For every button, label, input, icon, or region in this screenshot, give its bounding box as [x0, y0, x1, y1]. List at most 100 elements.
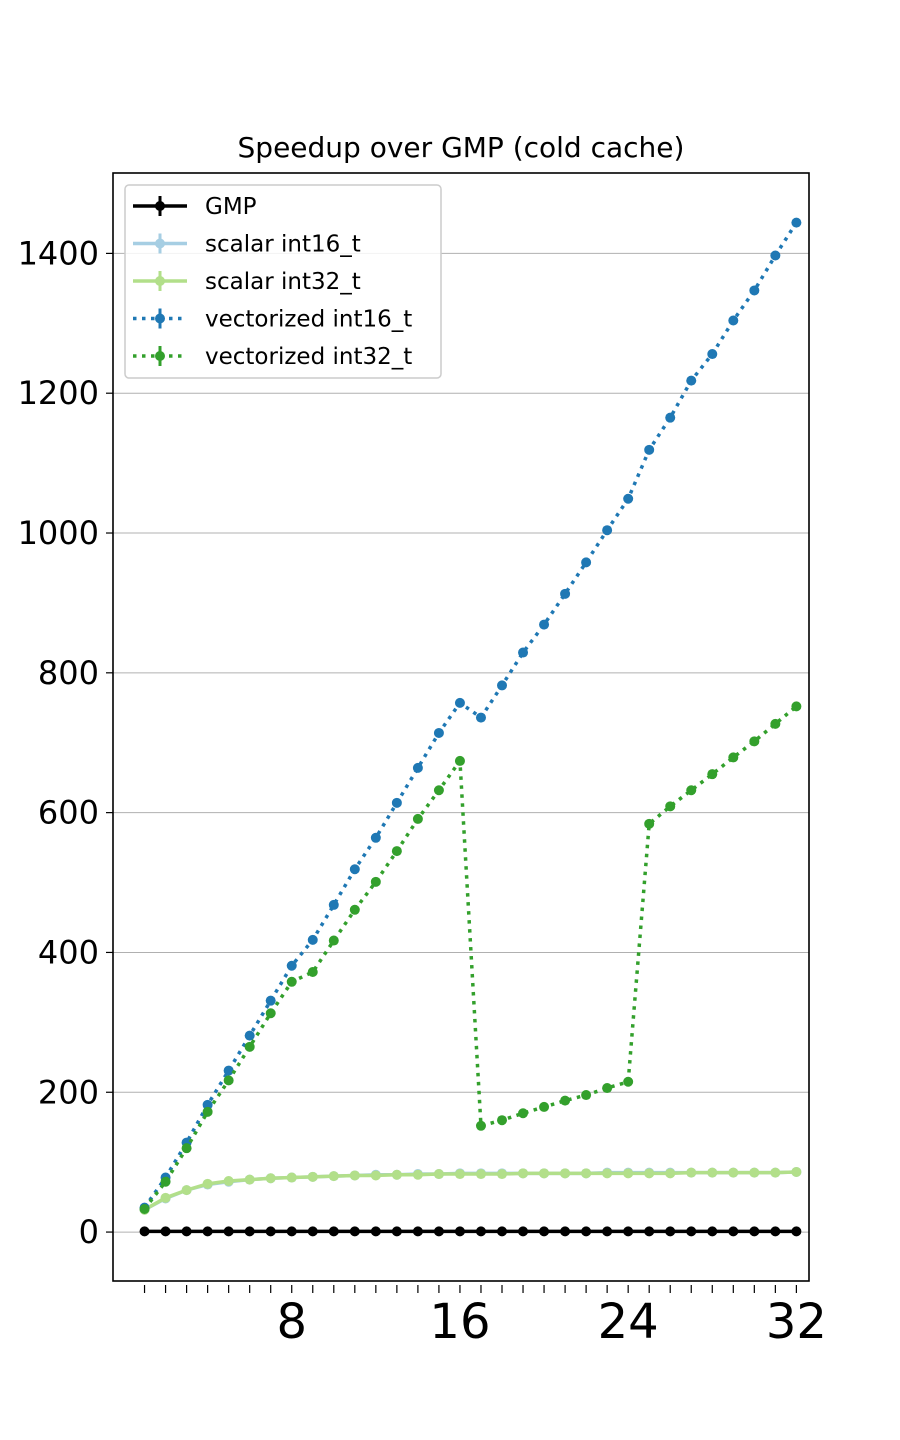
data-point — [475, 1120, 486, 1131]
legend-label: scalar int32_t — [205, 269, 361, 295]
data-point — [770, 718, 781, 729]
data-point — [244, 1030, 255, 1041]
data-point — [686, 1167, 697, 1178]
data-point — [497, 680, 508, 691]
x-tick-label: 32 — [766, 1294, 827, 1350]
series-vectorized-int16_t — [139, 217, 802, 1213]
data-point — [602, 525, 613, 536]
data-point — [560, 1168, 571, 1179]
data-point — [349, 904, 360, 915]
data-point — [728, 315, 739, 326]
data-point — [791, 1226, 802, 1237]
data-point — [328, 935, 339, 946]
data-point — [454, 755, 465, 766]
data-point — [412, 1169, 423, 1180]
data-point — [497, 1226, 508, 1237]
legend-label: scalar int16_t — [205, 232, 361, 258]
data-point — [539, 619, 550, 630]
data-point — [560, 588, 571, 599]
data-point — [181, 1226, 192, 1237]
y-tick-label: 1200 — [18, 374, 99, 412]
data-point — [370, 1226, 381, 1237]
data-point — [454, 1169, 465, 1180]
data-point — [644, 1168, 655, 1179]
data-point — [454, 1226, 465, 1237]
data-point — [728, 1167, 739, 1178]
data-point — [770, 1226, 781, 1237]
data-point — [265, 1173, 276, 1184]
data-point — [791, 217, 802, 228]
data-point — [791, 1166, 802, 1177]
data-point — [665, 412, 676, 423]
x-tick-label: 16 — [429, 1294, 490, 1350]
data-point — [328, 1226, 339, 1237]
data-point — [286, 1172, 297, 1183]
data-point — [202, 1099, 213, 1110]
data-point — [518, 1226, 529, 1237]
data-point — [518, 1168, 529, 1179]
data-point — [433, 785, 444, 796]
data-point — [160, 1192, 171, 1203]
data-point — [665, 1168, 676, 1179]
data-point — [539, 1226, 550, 1237]
data-point — [707, 349, 718, 360]
y-tick-label: 400 — [38, 933, 99, 971]
data-point — [328, 899, 339, 910]
data-point — [539, 1168, 550, 1179]
data-point — [560, 1095, 571, 1106]
data-point — [307, 1171, 318, 1182]
data-point — [665, 1226, 676, 1237]
data-point — [244, 1174, 255, 1185]
y-tick-label: 600 — [38, 794, 99, 832]
data-point — [475, 712, 486, 723]
data-point — [749, 1167, 760, 1178]
data-point — [307, 934, 318, 945]
x-tick-label: 8 — [276, 1294, 307, 1350]
data-point — [539, 1101, 550, 1112]
data-point — [223, 1065, 234, 1076]
data-point — [265, 1008, 276, 1019]
data-point — [160, 1226, 171, 1237]
series-line — [143, 1170, 797, 1212]
data-point — [349, 1170, 360, 1181]
series-vectorized-int32_t — [139, 701, 802, 1214]
y-tick-label: 1400 — [18, 234, 99, 272]
data-point — [686, 375, 697, 386]
data-point — [623, 1076, 634, 1087]
plot-frame — [112, 172, 810, 1282]
data-point — [686, 785, 697, 796]
y-tick-label: 200 — [38, 1073, 99, 1111]
data-point — [370, 832, 381, 843]
data-point — [602, 1226, 613, 1237]
data-point — [370, 1170, 381, 1181]
data-point — [244, 1041, 255, 1052]
data-point — [728, 1226, 739, 1237]
data-point — [749, 736, 760, 747]
data-point — [202, 1226, 213, 1237]
series-line — [143, 1170, 797, 1212]
data-point — [181, 1143, 192, 1154]
legend-marker — [155, 201, 165, 211]
data-point — [707, 769, 718, 780]
legend-marker — [155, 238, 165, 249]
legend-entry: vectorized int32_t — [133, 344, 412, 370]
data-point — [286, 1226, 297, 1237]
data-point — [560, 1226, 571, 1237]
legend-label: GMP — [205, 194, 257, 220]
data-point — [749, 285, 760, 296]
data-point — [728, 752, 739, 763]
data-point — [391, 1169, 402, 1180]
data-point — [433, 1169, 444, 1180]
data-point — [139, 1226, 150, 1237]
legend-marker — [155, 276, 165, 286]
data-point — [202, 1178, 213, 1189]
data-point — [370, 876, 381, 887]
legend-entry: scalar int16_t — [133, 232, 361, 258]
data-point — [202, 1106, 213, 1117]
data-point — [581, 1168, 592, 1179]
data-point — [139, 1203, 150, 1214]
data-point — [665, 801, 676, 812]
data-point — [749, 1226, 760, 1237]
